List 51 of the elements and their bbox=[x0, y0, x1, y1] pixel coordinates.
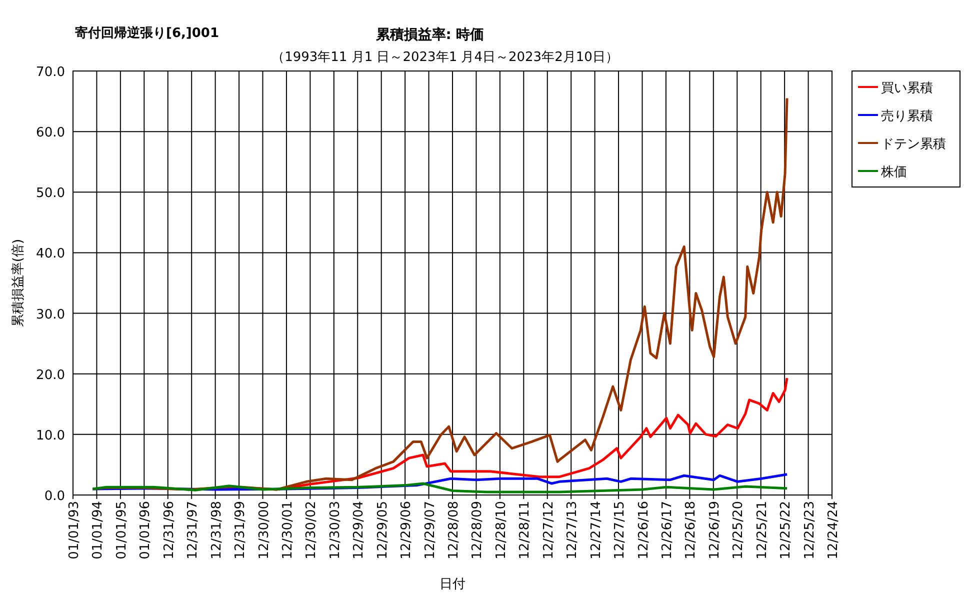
x-tick-label: 12/26/18 bbox=[684, 501, 699, 560]
x-tick-label: 12/27/15 bbox=[612, 501, 628, 560]
y-tick-label: 30.0 bbox=[36, 307, 65, 322]
x-tick-label: 01/01/96 bbox=[138, 501, 154, 560]
x-tick-label: 12/28/11 bbox=[518, 501, 533, 560]
y-tick-label: 0.0 bbox=[44, 489, 65, 504]
x-tick-label: 12/25/20 bbox=[731, 501, 746, 560]
x-tick-label: 12/27/14 bbox=[588, 501, 604, 560]
x-tick-label: 12/31/96 bbox=[162, 501, 177, 560]
x-tick-label: 12/29/07 bbox=[422, 501, 438, 560]
x-tick-label: 12/30/03 bbox=[328, 501, 343, 560]
x-tick-label: 12/30/01 bbox=[280, 501, 296, 560]
x-tick-label: 12/27/12 bbox=[541, 501, 556, 560]
chart-title: 累積損益率: 時価 bbox=[374, 26, 484, 43]
y-tick-label: 20.0 bbox=[36, 368, 65, 383]
line-series bbox=[92, 482, 788, 494]
legend-label: ドテン累積 bbox=[881, 137, 946, 152]
x-tick-label: 12/31/98 bbox=[209, 501, 224, 560]
x-tick-label: 12/29/06 bbox=[399, 501, 414, 560]
y-axis-title: 累積損益率(倍) bbox=[10, 238, 26, 328]
x-tick-label: 12/31/99 bbox=[233, 501, 248, 560]
x-tick-label: 12/29/04 bbox=[352, 501, 367, 560]
x-tick-label: 12/27/13 bbox=[565, 501, 580, 560]
x-tick-label: 12/29/05 bbox=[375, 501, 390, 560]
y-tick-label: 10.0 bbox=[36, 428, 65, 444]
legend-label: 売り累積 bbox=[881, 109, 933, 124]
x-tick-label: 01/01/95 bbox=[114, 501, 130, 560]
x-tick-label: 12/28/10 bbox=[494, 501, 509, 560]
x-tick-label: 12/25/22 bbox=[778, 501, 794, 560]
legend-label: 株価 bbox=[880, 165, 907, 180]
x-tick-label: 12/25/23 bbox=[802, 501, 818, 560]
x-tick-label: 12/30/02 bbox=[304, 501, 320, 560]
y-tick-label: 40.0 bbox=[36, 246, 65, 262]
x-tick-label: 12/25/21 bbox=[754, 501, 770, 560]
x-tick-label: 12/31/97 bbox=[186, 501, 201, 560]
x-tick-label: 12/24/24 bbox=[826, 501, 841, 560]
x-tick-label: 12/30/00 bbox=[256, 501, 272, 560]
y-tick-label: 60.0 bbox=[36, 126, 65, 141]
x-axis-title: 日付 bbox=[440, 577, 466, 592]
x-tick-label: 01/01/93 bbox=[67, 501, 82, 560]
x-tick-label: 12/28/08 bbox=[446, 501, 462, 560]
x-tick-label: 01/01/94 bbox=[90, 501, 106, 560]
y-tick-label: 50.0 bbox=[36, 186, 65, 202]
text: 寄付回帰逆張り[6,]001 bbox=[75, 25, 220, 41]
x-tick-label: 12/26/16 bbox=[636, 501, 652, 560]
x-tick-label: 12/28/09 bbox=[470, 501, 486, 560]
x-tick-label: 12/26/19 bbox=[707, 501, 722, 560]
chart-subtitle: （1993年11 月1 日～2023年1 月4日～2023年2月10日） bbox=[272, 50, 618, 65]
x-tick-label: 12/26/17 bbox=[660, 501, 675, 560]
y-tick-label: 70.0 bbox=[36, 65, 65, 80]
legend-label: 買い累積 bbox=[881, 81, 933, 96]
